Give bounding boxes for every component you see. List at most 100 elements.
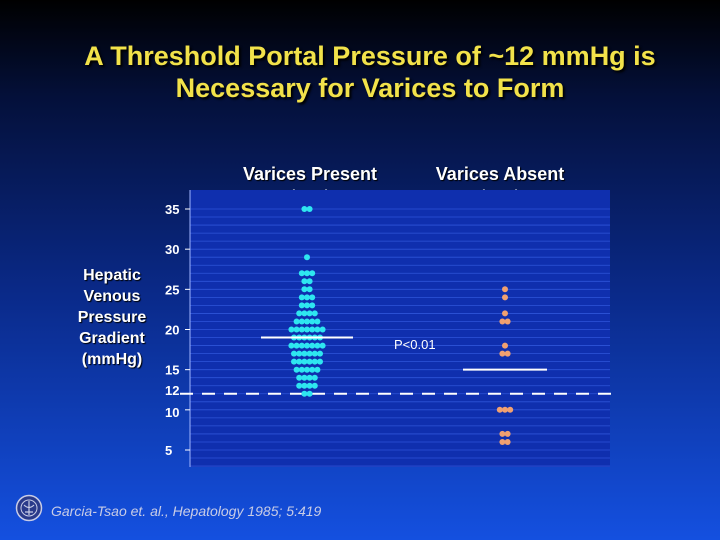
data-point xyxy=(298,366,305,373)
data-point xyxy=(309,342,316,349)
plot-area xyxy=(190,190,610,467)
data-point xyxy=(306,278,313,285)
slide-title-line-2: Necessary for Varices to Form xyxy=(175,73,565,103)
data-point xyxy=(504,439,511,445)
data-point xyxy=(298,326,305,333)
data-point xyxy=(298,342,305,349)
data-point xyxy=(301,350,308,357)
society-seal-icon xyxy=(15,494,43,522)
data-point xyxy=(301,374,308,381)
data-point xyxy=(301,310,308,317)
data-point xyxy=(319,342,326,349)
data-point xyxy=(499,350,506,357)
data-point xyxy=(314,366,321,373)
data-point xyxy=(291,350,297,357)
data-point xyxy=(304,326,310,333)
group-heading-varices-present: Varices Present xyxy=(242,164,378,184)
data-point xyxy=(304,366,310,373)
data-point xyxy=(306,350,313,357)
data-point xyxy=(296,374,303,381)
y-tick-label: 15 xyxy=(165,363,179,378)
data-point xyxy=(298,318,305,325)
data-point xyxy=(288,326,295,333)
data-point xyxy=(504,430,511,437)
data-point xyxy=(317,350,323,357)
data-point xyxy=(296,310,303,317)
citation-footer: Garcia-Tsao et. al., Hepatology 1985; 5:… xyxy=(51,503,322,519)
data-point xyxy=(309,270,316,277)
data-point xyxy=(311,382,318,389)
data-point xyxy=(293,342,300,349)
data-point xyxy=(288,342,295,349)
slide-title-line-1: A Threshold Portal Pressure of ~12 mmHg … xyxy=(84,41,656,71)
data-point xyxy=(314,326,321,333)
data-point xyxy=(502,286,508,293)
data-point xyxy=(507,406,514,413)
data-point xyxy=(304,254,310,261)
data-point xyxy=(499,318,506,325)
y-tick-label: 5 xyxy=(165,443,172,458)
data-point xyxy=(293,326,300,333)
data-point xyxy=(293,318,300,325)
y-tick-label: 10 xyxy=(165,405,179,420)
data-point xyxy=(502,406,508,413)
data-point xyxy=(314,342,321,349)
data-point xyxy=(309,294,316,301)
data-point xyxy=(298,302,305,309)
data-point xyxy=(311,358,318,365)
data-point xyxy=(504,318,511,325)
data-point xyxy=(304,318,310,325)
y-tick-label: 12 xyxy=(165,383,179,398)
data-point xyxy=(309,366,316,373)
data-point xyxy=(301,390,308,397)
data-point xyxy=(502,310,508,317)
y-axis-label-line: Hepatic xyxy=(83,267,141,284)
y-tick-label: 20 xyxy=(165,323,179,338)
data-point xyxy=(309,302,316,309)
data-point xyxy=(306,390,313,397)
y-axis-label-line: Gradient xyxy=(79,330,145,347)
data-point xyxy=(311,350,318,357)
data-point xyxy=(301,286,308,293)
data-point xyxy=(298,270,305,277)
y-axis-label-line: Pressure xyxy=(77,309,147,326)
data-point xyxy=(293,366,300,373)
data-point xyxy=(306,374,313,381)
y-tick-label: 30 xyxy=(165,242,179,257)
p-value-annotation: P<0.01 xyxy=(394,337,436,352)
data-point xyxy=(296,382,303,389)
data-point xyxy=(496,406,503,413)
data-point xyxy=(306,310,313,317)
data-point xyxy=(304,294,310,301)
data-point xyxy=(504,350,511,357)
data-point xyxy=(296,350,303,357)
data-point xyxy=(298,294,305,301)
data-point xyxy=(301,382,308,389)
y-tick-label: 35 xyxy=(165,202,179,217)
y-axis-label-line: Venous xyxy=(83,288,141,305)
data-point xyxy=(314,318,321,325)
data-point xyxy=(304,342,310,349)
data-point xyxy=(291,358,297,365)
data-point xyxy=(309,318,316,325)
data-point xyxy=(309,326,316,333)
data-point xyxy=(502,294,508,301)
y-tick-label: 25 xyxy=(165,282,179,297)
data-point xyxy=(306,358,313,365)
data-point xyxy=(301,358,308,365)
data-point xyxy=(296,358,303,365)
data-point xyxy=(499,439,506,445)
data-point xyxy=(317,358,323,365)
y-axis-label: Hepatic Venous Pressure Gradient (mmHg) xyxy=(70,265,154,370)
data-point xyxy=(311,310,318,317)
data-point xyxy=(311,374,318,381)
data-point xyxy=(301,278,308,285)
slide-title: A Threshold Portal Pressure of ~12 mmHg … xyxy=(0,40,720,104)
data-point xyxy=(301,206,308,212)
data-point xyxy=(499,430,506,437)
data-point xyxy=(502,342,508,349)
y-axis-label-line: (mmHg) xyxy=(81,351,143,368)
data-point xyxy=(304,270,310,277)
data-point xyxy=(306,286,313,293)
data-point xyxy=(306,382,313,389)
